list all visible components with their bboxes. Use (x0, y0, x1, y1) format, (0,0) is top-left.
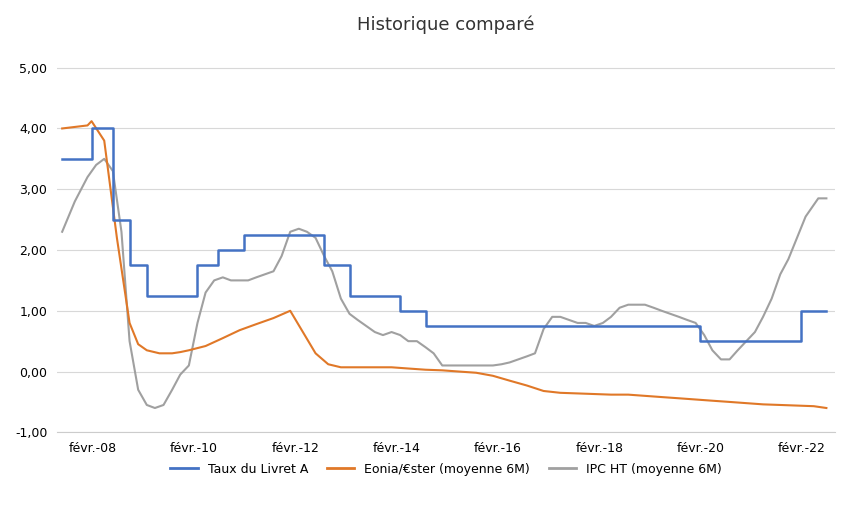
Title: Historique comparé: Historique comparé (357, 15, 535, 33)
Legend: Taux du Livret A, Eonia/€ster (moyenne 6M), IPC HT (moyenne 6M): Taux du Livret A, Eonia/€ster (moyenne 6… (165, 457, 727, 481)
